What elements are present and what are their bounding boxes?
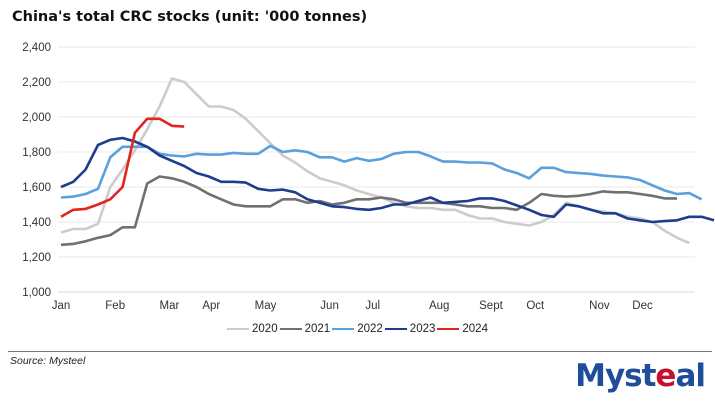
footer-divider	[8, 351, 712, 352]
y-tick-label: 2,200	[22, 77, 51, 89]
legend-item-2022: 2022	[332, 323, 383, 335]
x-tick-label: May	[255, 300, 277, 312]
x-tick-label: Aug	[429, 300, 449, 312]
x-tick-label: Jan	[52, 300, 71, 312]
x-tick-label: Mar	[160, 300, 180, 312]
legend-item-2023: 2023	[384, 323, 436, 335]
legend-swatch	[279, 327, 302, 331]
series-line-2024	[60, 117, 185, 218]
legend-item-2020: 2020	[227, 323, 278, 335]
series-line-2022	[60, 144, 703, 201]
legend: 2020 2021 2022 2023 2024	[0, 323, 715, 335]
x-tick-label: Jun	[320, 300, 339, 312]
y-tick-label: 1,200	[22, 252, 51, 264]
x-tick-label: Jul	[365, 300, 380, 312]
x-axis-ticks: Jan Feb Mar Apr May Jun Jul Aug Sept Oct Nov Dec	[52, 300, 653, 312]
legend-swatch	[332, 327, 355, 331]
y-tick-label: 1,600	[22, 182, 51, 194]
legend-label: 2021	[304, 323, 331, 335]
line-chart: 1,000 1,200 1,400 1,600 1,800 2,000 2,200 2,400…	[22, 42, 715, 312]
legend-swatch	[227, 327, 250, 331]
x-tick-label: Nov	[589, 300, 610, 312]
y-tick-label: 1,000	[22, 287, 51, 299]
x-tick-label: Apr	[202, 300, 220, 312]
x-tick-label: Dec	[632, 300, 653, 312]
legend-label: 2024	[462, 323, 488, 335]
gridlines	[58, 46, 695, 293]
series-line-2023	[60, 136, 715, 224]
y-tick-label: 2,000	[22, 112, 51, 124]
legend-label: 2022	[357, 323, 383, 335]
legend-swatch	[437, 327, 460, 331]
source-note: Source: Mysteel	[10, 355, 86, 367]
legend-label: 2023	[409, 323, 436, 335]
y-tick-label: 1,400	[22, 217, 51, 229]
legend-label: 2020	[252, 323, 278, 335]
series-lines	[60, 77, 715, 247]
y-tick-label: 2,400	[22, 42, 51, 54]
x-tick-label: Sept	[479, 300, 503, 312]
legend-item-2021: 2021	[279, 323, 331, 335]
series-line-2021	[60, 175, 677, 247]
mysteel-logo: Mysteal	[575, 358, 706, 394]
legend-swatch	[384, 327, 407, 331]
y-tick-label: 1,800	[22, 147, 51, 159]
x-tick-label: Feb	[105, 300, 125, 312]
chart-title: China's total CRC stocks (unit: '000 ton…	[12, 9, 368, 25]
legend-item-2024: 2024	[437, 323, 488, 335]
x-tick-label: Oct	[526, 300, 545, 312]
y-axis-ticks: 1,000 1,200 1,400 1,600 1,800 2,000 2,200 2,400	[22, 42, 51, 299]
